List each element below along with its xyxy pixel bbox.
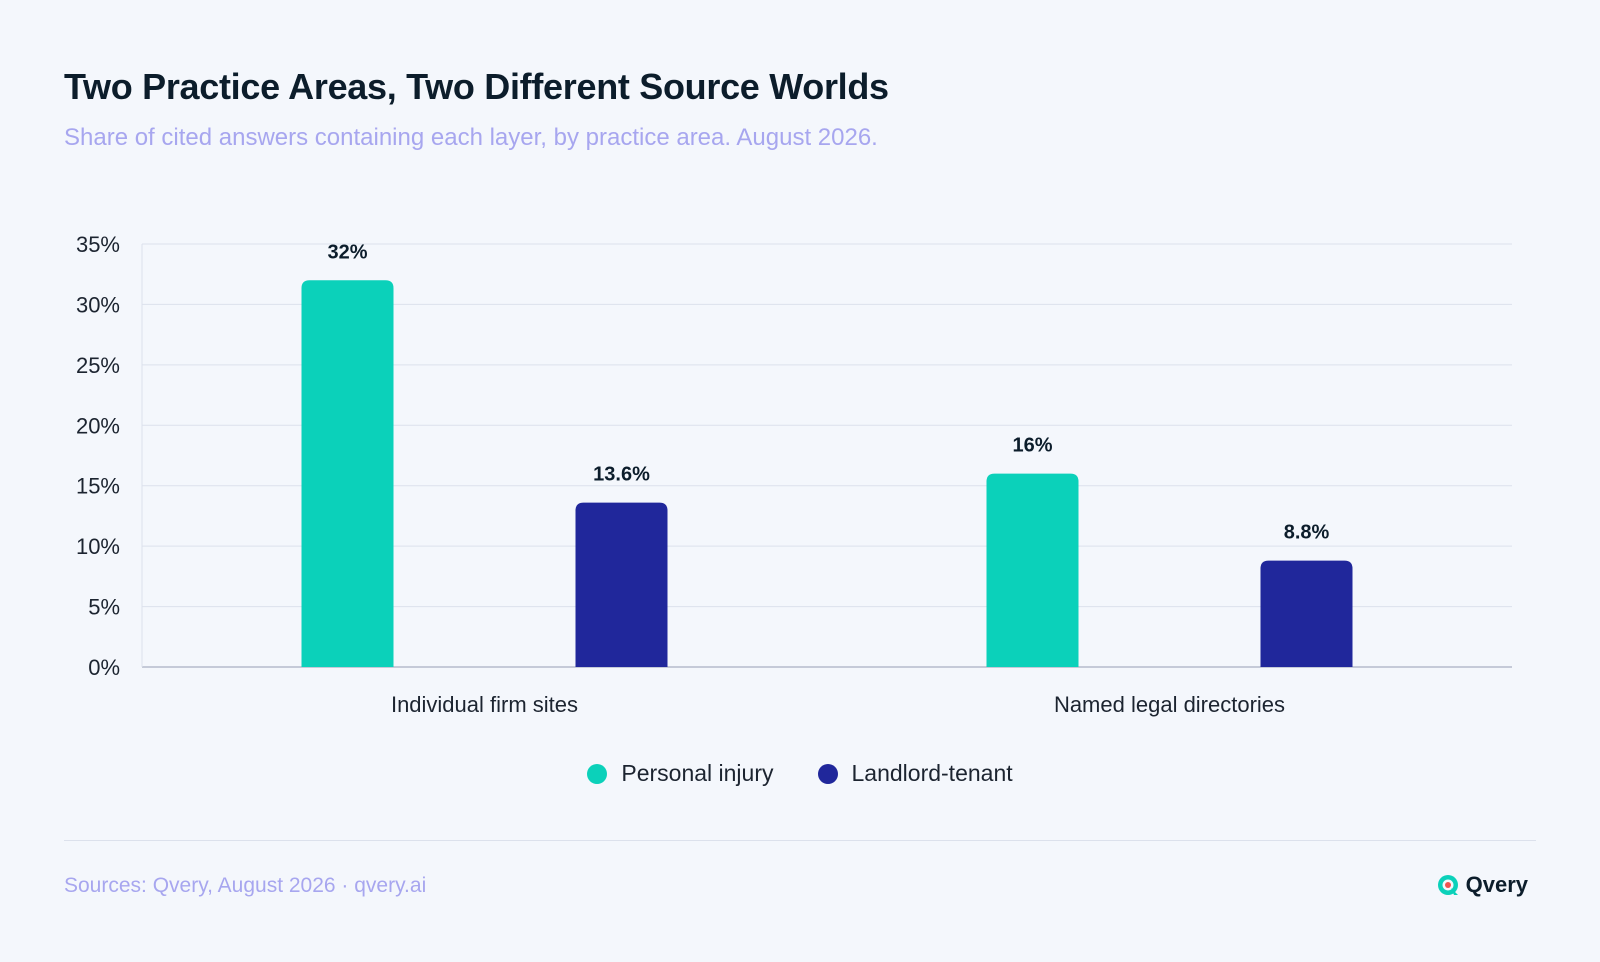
data-label: 16% (1012, 435, 1052, 457)
legend-item-personal-injury: Personal injury (587, 760, 774, 787)
data-label: 8.8% (1284, 522, 1330, 544)
y-tick-label: 20% (76, 413, 120, 438)
legend-swatch-personal-injury (587, 763, 608, 784)
x-tick-label: Individual firm sites (391, 692, 578, 717)
footer-divider (64, 840, 1536, 841)
chart-subtitle: Share of cited answers containing each l… (64, 124, 878, 151)
x-tick-label: Named legal directories (1054, 692, 1285, 717)
y-tick-label: 35% (76, 232, 120, 257)
bar-personal-injury (986, 473, 1079, 667)
bar-landlord-tenant (1260, 560, 1353, 667)
legend-label-landlord-tenant: Landlord-tenant (851, 760, 1013, 786)
data-label: 32% (327, 241, 367, 263)
y-tick-label: 30% (76, 292, 120, 317)
chart-legend: Personal injury Landlord-tenant (0, 760, 1600, 787)
bar-chart: 0% 5% 10% 15% 20% 25% 30% 35% Individual firm si… (76, 232, 1512, 717)
y-tick-label: 15% (76, 474, 120, 499)
brand-logo: Qvery (1436, 872, 1528, 898)
y-tick-label: 0% (88, 655, 120, 680)
brand-name: Qvery (1465, 872, 1528, 897)
qvery-logo-icon (1436, 873, 1460, 897)
bar-landlord-tenant (575, 502, 668, 667)
legend-item-landlord-tenant: Landlord-tenant (817, 760, 1013, 787)
chart-title: Two Practice Areas, Two Different Source… (64, 66, 889, 107)
y-tick-label: 5% (88, 595, 120, 620)
bar-personal-injury (301, 280, 394, 667)
y-tick-label: 10% (76, 534, 120, 559)
legend-label-personal-injury: Personal injury (621, 760, 774, 786)
y-tick-label: 25% (76, 353, 120, 378)
legend-swatch-landlord-tenant (817, 763, 838, 784)
data-label: 13.6% (593, 464, 650, 486)
footer-sources: Sources: Qvery, August 2026 · qvery.ai (64, 874, 427, 897)
